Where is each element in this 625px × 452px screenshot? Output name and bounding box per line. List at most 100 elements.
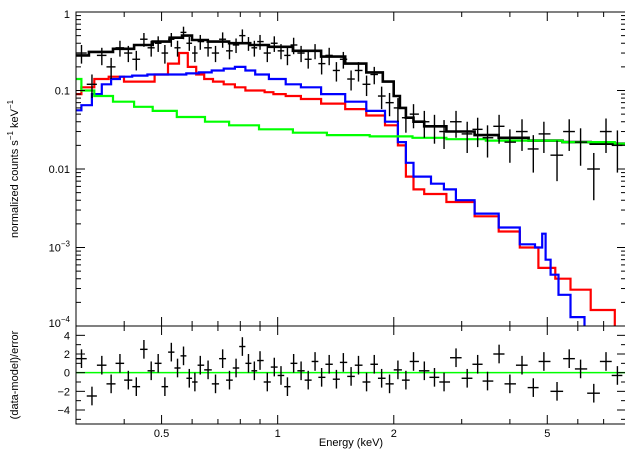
spectrum-ticks	[75, 11, 625, 327]
residual-point	[147, 361, 155, 381]
data-point	[504, 129, 516, 163]
data-point	[472, 117, 483, 148]
residual-point	[325, 354, 333, 374]
residual-point	[211, 374, 220, 394]
data-point	[204, 40, 212, 57]
data-point	[563, 119, 575, 151]
residual-point	[472, 354, 483, 374]
data-point	[263, 45, 271, 63]
data-point	[180, 26, 187, 40]
residual-point	[226, 370, 233, 390]
residual-point	[106, 374, 116, 394]
residual-point	[115, 354, 125, 373]
residual-point	[393, 360, 402, 380]
residual-point	[204, 360, 212, 380]
data-point	[393, 98, 402, 122]
x-tick-label: 1	[275, 428, 281, 440]
data-point	[284, 47, 291, 66]
x-tick-label: 2	[391, 428, 397, 440]
residual-point	[461, 368, 473, 388]
residual-point	[527, 378, 539, 397]
residuals-panel: 4 2 0 −2 −4 0.5 1 2 5 (data-model)/error Energy…	[9, 325, 625, 449]
residual-point	[418, 361, 430, 381]
residual-y-tick-label: −4	[57, 405, 70, 417]
data-point	[124, 45, 133, 63]
data-point	[347, 70, 355, 91]
data-point	[493, 114, 505, 144]
residual-y-tick-label: 0	[64, 368, 70, 380]
residual-point	[96, 355, 107, 375]
residual-point	[232, 358, 240, 378]
residual-point	[132, 377, 141, 396]
data-point	[186, 37, 193, 51]
data-point	[154, 36, 162, 52]
y-title-sup-2: −1	[6, 99, 15, 109]
data-point	[132, 50, 141, 71]
residual-point	[192, 372, 198, 392]
data-point	[538, 121, 551, 153]
data-point	[515, 119, 528, 151]
residual-point	[257, 351, 264, 370]
residual-point	[180, 346, 187, 366]
residual-point	[263, 372, 271, 392]
data-point	[226, 44, 233, 60]
spectrum-frame	[75, 11, 625, 327]
data-point	[245, 37, 252, 51]
residual-point	[538, 352, 551, 371]
data-point	[461, 121, 473, 153]
y-title-part-2: keV	[9, 108, 21, 131]
residual-point	[318, 368, 326, 387]
residual-point	[493, 344, 505, 364]
y-title-sup-1: −1	[6, 131, 15, 141]
data-point	[106, 57, 116, 80]
residual-point	[186, 368, 193, 388]
data-point	[174, 40, 181, 57]
data-point	[325, 47, 333, 66]
spectrum-plot-area	[76, 26, 625, 326]
data-point	[147, 40, 155, 57]
data-point	[232, 38, 240, 54]
data-point	[290, 37, 298, 55]
data-point	[311, 44, 319, 60]
y-tick-label: 1	[64, 9, 70, 21]
data-point	[211, 45, 220, 63]
data-point	[332, 62, 340, 82]
residual-point	[587, 383, 600, 403]
data-point	[318, 55, 326, 75]
data-point	[418, 110, 430, 138]
data-point	[219, 32, 227, 48]
residual-point	[450, 348, 462, 368]
residual-y-tick-label: 2	[64, 349, 70, 361]
data-point	[297, 45, 305, 63]
blue-component-line	[76, 65, 586, 326]
data-point	[354, 62, 363, 82]
residual-point	[124, 370, 133, 390]
data-point	[161, 44, 169, 64]
x-tick-label: 0.5	[154, 428, 169, 440]
residual-point	[76, 349, 87, 368]
data-point	[277, 44, 285, 60]
total-model-line	[76, 34, 625, 145]
residual-point	[140, 340, 148, 359]
residual-point	[270, 357, 278, 377]
residual-point	[354, 355, 363, 375]
residual-point	[174, 358, 181, 378]
residual-point	[347, 367, 355, 386]
data-point	[550, 140, 564, 182]
data-point	[587, 152, 600, 201]
data-point	[339, 51, 348, 69]
residual-point	[429, 368, 440, 387]
residual-point	[611, 366, 623, 385]
residual-point	[86, 386, 97, 406]
data-point	[86, 74, 97, 99]
data-point	[257, 34, 264, 50]
data-point	[611, 130, 623, 173]
residual-point	[362, 372, 371, 392]
spectrum-y-axis-title: normalized counts s−1 keV−1	[6, 99, 21, 238]
data-point	[599, 118, 612, 153]
residual-point	[168, 342, 175, 362]
residual-point	[482, 371, 494, 391]
data-point	[409, 104, 419, 129]
